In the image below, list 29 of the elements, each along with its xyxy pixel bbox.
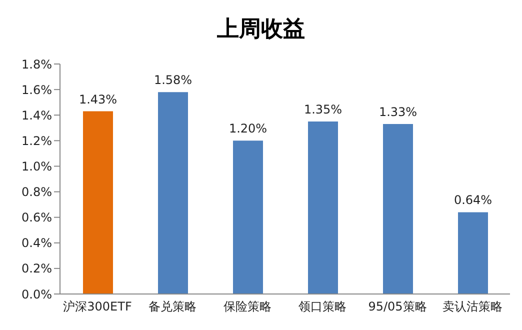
y-tick-label: 0.0% xyxy=(22,287,52,302)
y-tick-label: 0.2% xyxy=(22,262,52,276)
bar xyxy=(308,122,338,294)
data-label: 1.35% xyxy=(304,102,342,116)
x-tick-label: 沪深300ETF xyxy=(63,300,132,314)
data-label: 1.43% xyxy=(78,92,118,106)
bar xyxy=(458,212,488,294)
y-tick-label: 1.0% xyxy=(22,159,52,174)
x-tick-label: 领口策略 xyxy=(298,300,346,314)
data-label: 0.64% xyxy=(454,193,492,208)
y-tick-label: 1.8% xyxy=(22,57,52,72)
y-tick-label: 1.4% xyxy=(22,108,52,122)
x-tick-label: 卖认沽策略 xyxy=(442,300,502,314)
data-label: 1.20% xyxy=(228,122,268,136)
x-tick-label: 保险策略 xyxy=(224,300,272,314)
bar xyxy=(158,92,188,294)
chart-title: 上周收益 xyxy=(216,15,306,44)
x-tick-label: 95/05策略 xyxy=(368,300,427,314)
bar xyxy=(83,111,113,294)
y-tick-label: 1.6% xyxy=(22,82,52,97)
data-label: 1.58% xyxy=(154,73,192,88)
y-tick-label: 0.4% xyxy=(22,236,52,250)
bar xyxy=(233,140,263,294)
x-tick-label: 备兑策略 xyxy=(148,300,196,314)
bar xyxy=(383,124,413,294)
y-tick-label: 0.8% xyxy=(22,185,52,200)
data-label: 1.33% xyxy=(378,105,418,120)
y-tick-label: 1.2% xyxy=(22,134,52,148)
y-tick-label: 0.6% xyxy=(22,210,52,225)
